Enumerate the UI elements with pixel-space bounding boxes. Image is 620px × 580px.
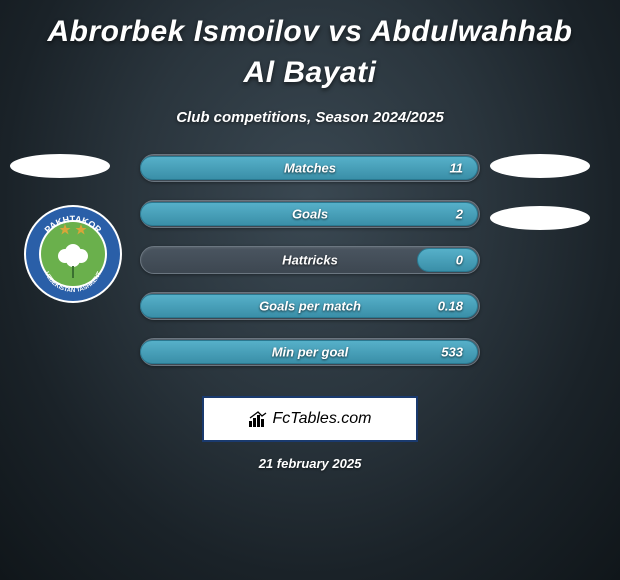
badge-svg: PAKHTAKOR UZBEKISTAN TASHKENT (23, 204, 123, 304)
stat-label: Goals per match (259, 299, 361, 314)
stat-label: Matches (284, 161, 336, 176)
season-subtitle: Club competitions, Season 2024/2025 (0, 109, 620, 126)
stat-bar-fill-right (417, 248, 478, 272)
infographic-date: 21 february 2025 (259, 456, 362, 471)
watermark-text: FcTables.com (273, 410, 372, 428)
stat-label: Hattricks (282, 253, 338, 268)
player1-photo-slot (10, 154, 110, 178)
stat-value-right: 2 (456, 207, 463, 222)
watermark-box[interactable]: FcTables.com (202, 396, 418, 442)
chart-icon (249, 411, 267, 427)
stat-bar: Goals per match 0.18 (140, 292, 480, 320)
player2-photo-slot-1 (490, 154, 590, 178)
stat-value-right: 0.18 (438, 299, 463, 314)
stat-label: Goals (292, 207, 328, 222)
stat-bar: Hattricks 0 (140, 246, 480, 274)
stat-value-right: 533 (441, 345, 463, 360)
stat-bar: Matches 11 (140, 154, 480, 182)
stat-value-right: 0 (456, 253, 463, 268)
club-badge: PAKHTAKOR UZBEKISTAN TASHKENT (23, 204, 123, 304)
infographic-content: Abrorbek Ismoilov vs Abdulwahhab Al Baya… (0, 0, 620, 580)
chart-area: PAKHTAKOR UZBEKISTAN TASHKENT Matches 11 G… (0, 154, 620, 384)
player2-photo-slot-2 (490, 206, 590, 230)
stat-bar: Min per goal 533 (140, 338, 480, 366)
stat-label: Min per goal (272, 345, 349, 360)
comparison-title: Abrorbek Ismoilov vs Abdulwahhab Al Baya… (0, 8, 620, 93)
stat-bar: Goals 2 (140, 200, 480, 228)
stat-value-right: 11 (450, 161, 464, 176)
